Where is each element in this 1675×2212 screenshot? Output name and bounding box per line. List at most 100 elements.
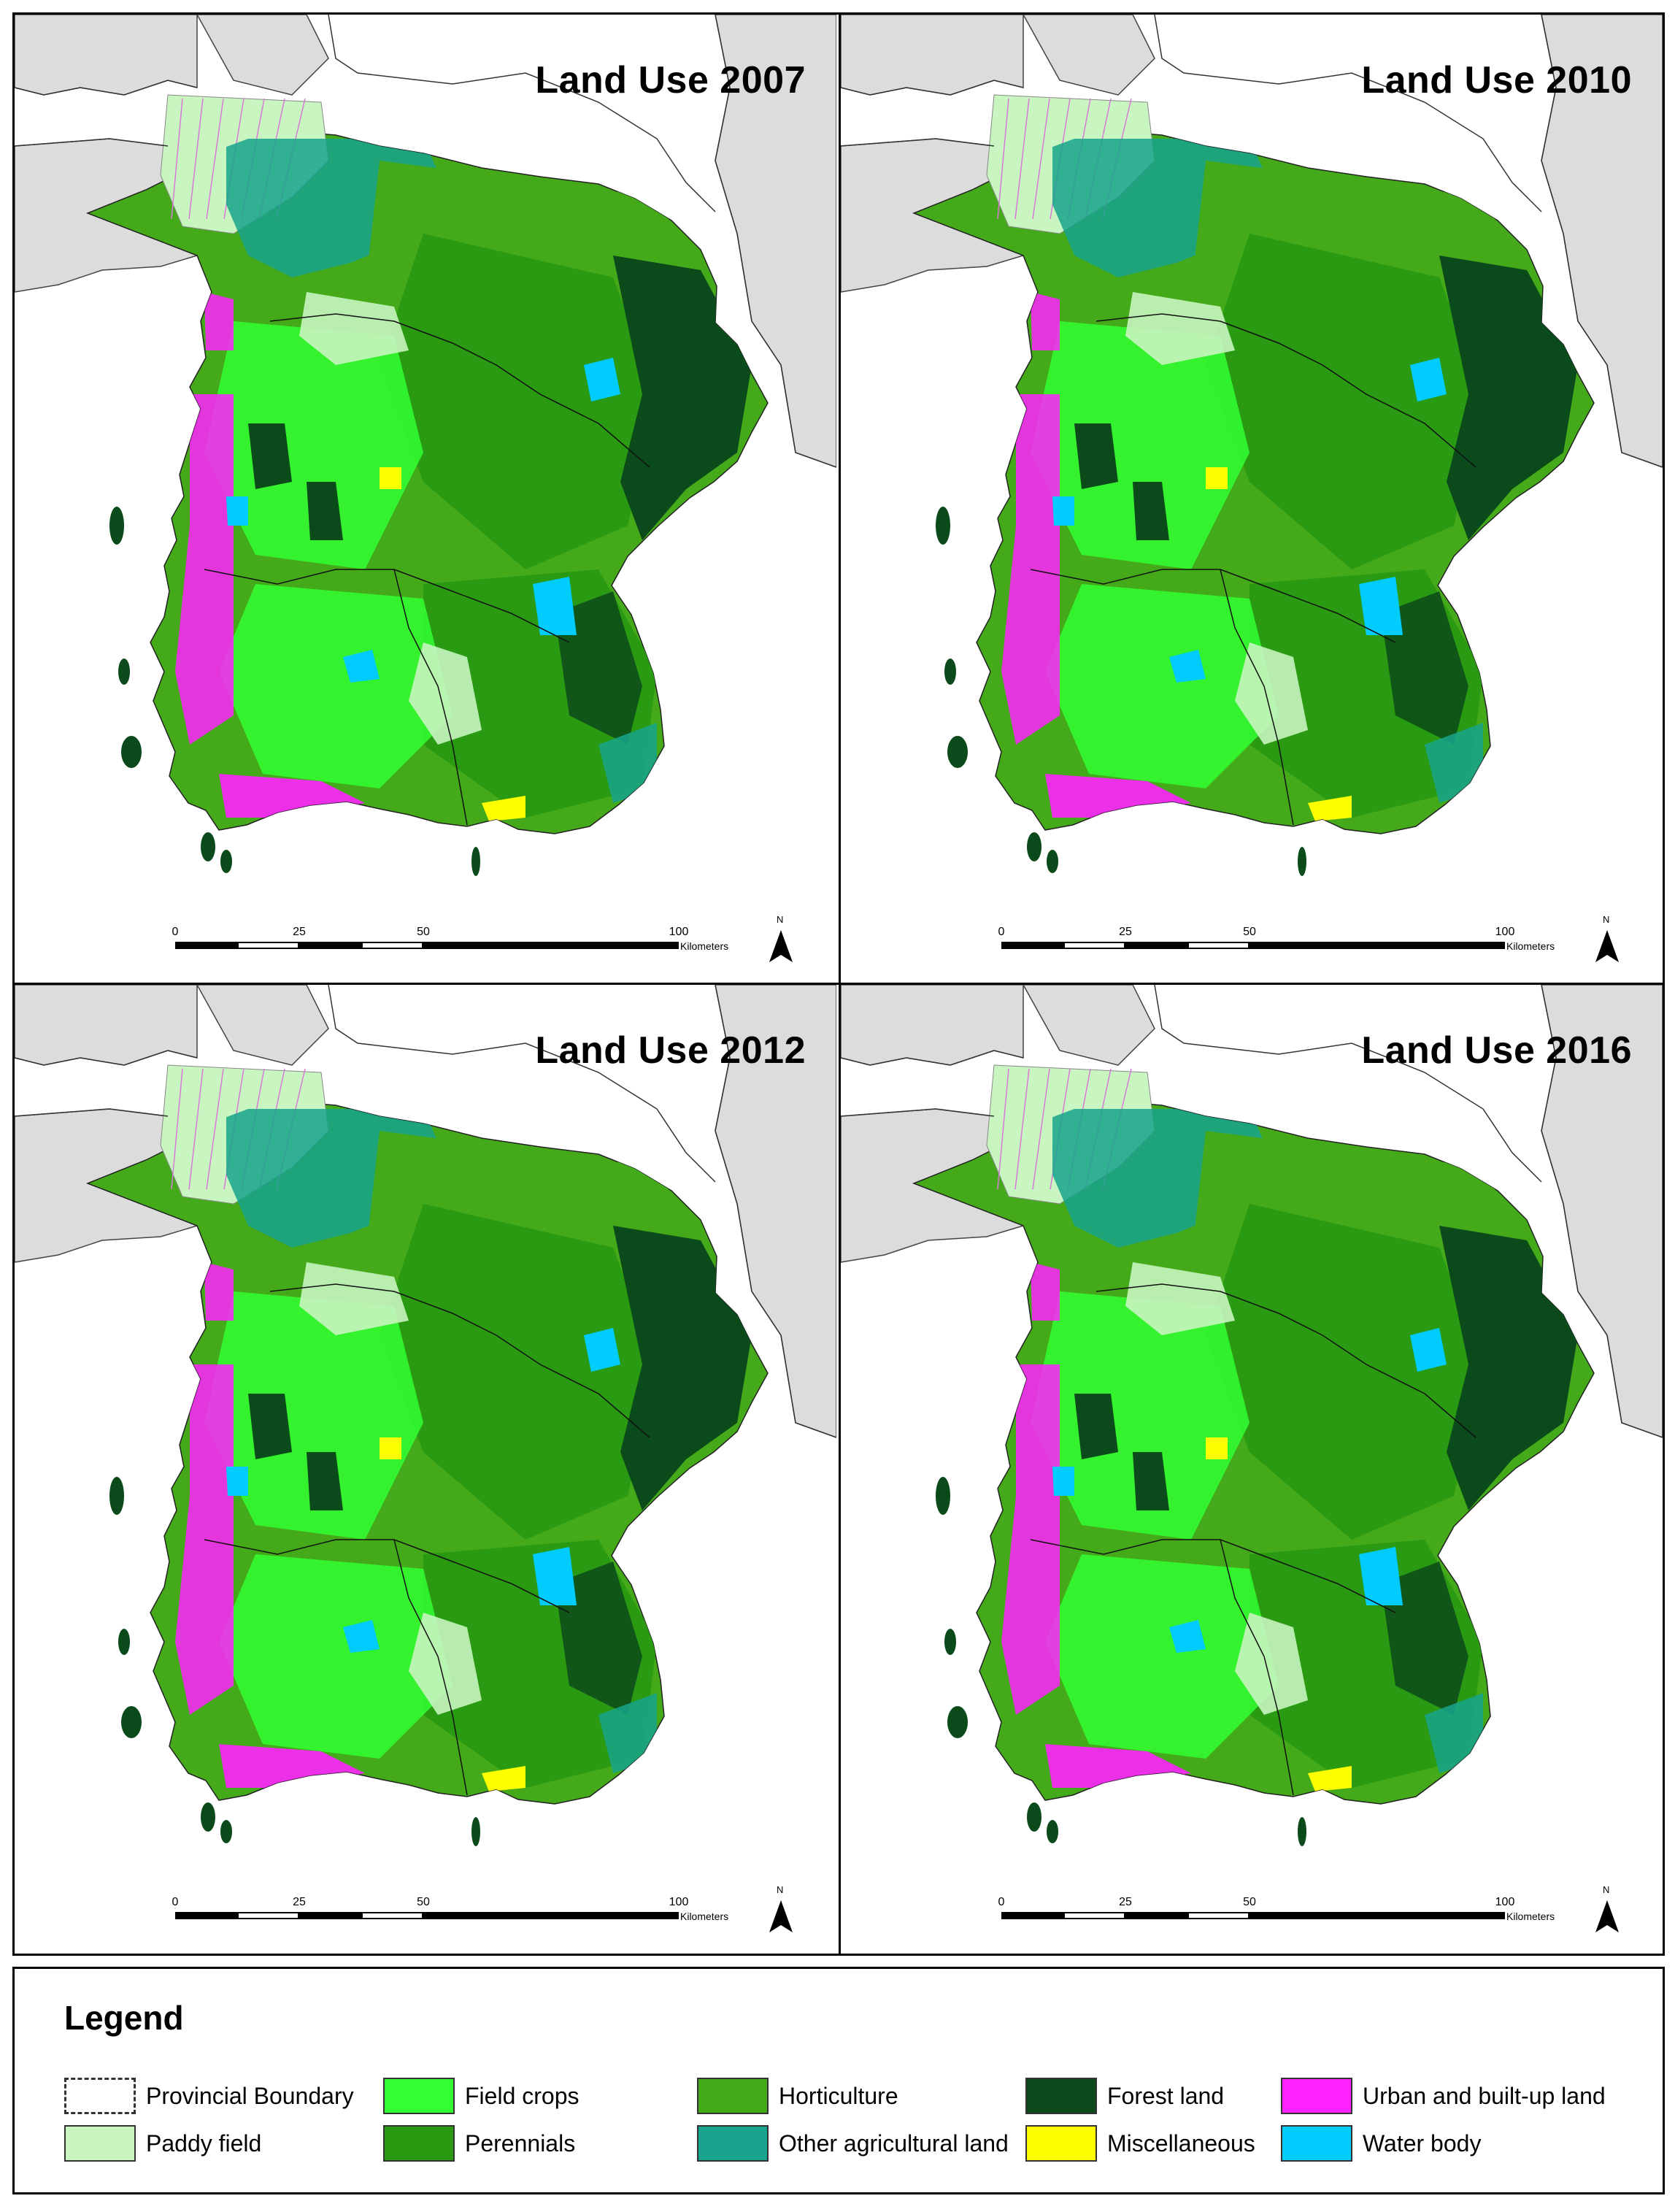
map-panel-3: Land Use 2012 0 25 50 100 Kilometers N [15, 985, 836, 1951]
scale-segment [1249, 1912, 1505, 1919]
boundary-line [715, 985, 836, 1438]
scale-segment [175, 942, 237, 949]
land-use-patch [1125, 1262, 1235, 1335]
land-use-patch [1235, 1613, 1308, 1715]
land-use-patch [409, 1613, 482, 1715]
scale-bar: 0 25 50 100 Kilometers [172, 926, 729, 962]
scale-segment [1063, 1912, 1125, 1919]
island [947, 736, 968, 768]
north-arrow-icon: N [1593, 914, 1622, 965]
land-use-patch [1031, 321, 1249, 569]
scale-tick-label: 0 [172, 1896, 179, 1908]
north-label: N [1603, 914, 1610, 925]
land-use-patch [380, 467, 401, 489]
legend-swatch [383, 2125, 455, 2162]
legend-swatch [1281, 2125, 1352, 2162]
island [118, 1629, 130, 1655]
scale-segment [1063, 942, 1125, 949]
scale-segment [1125, 1912, 1187, 1919]
land-use-map [175, 1109, 752, 1792]
land-use-patch [1031, 1291, 1249, 1540]
island [1047, 850, 1058, 873]
legend-item: Perennials [383, 2122, 575, 2165]
map-canvas [15, 15, 836, 980]
scale-tick-label: 50 [1243, 926, 1256, 938]
land-use-patch [380, 1204, 657, 1540]
land-use-patch [1206, 1437, 1228, 1459]
north-arrow-icon: N [766, 914, 796, 965]
land-use-patch [204, 321, 423, 569]
scale-unit-label: Kilometers [680, 940, 729, 952]
scale-bar: 0 25 50 100 Kilometers [998, 926, 1555, 962]
island [201, 1802, 215, 1832]
legend-swatch [383, 2078, 455, 2114]
land-use-patch [343, 1620, 380, 1653]
land-use-patch [1052, 496, 1074, 526]
canal-line [171, 98, 183, 220]
legend-item: Urban and built-up land [1281, 2075, 1606, 2117]
legend-swatch [697, 2125, 769, 2162]
land-use-patch [1125, 292, 1235, 365]
land-use-patch [598, 1693, 657, 1773]
legend-item: Provincial Boundary [64, 2075, 354, 2117]
legend-item: Horticulture [697, 2075, 898, 2117]
canal-line [206, 98, 224, 220]
scale-unit-label: Kilometers [1506, 940, 1555, 952]
land-use-patch [1308, 796, 1352, 821]
land-use-patch [226, 1467, 248, 1496]
neighbor-province [196, 15, 329, 96]
land-use-patch [1052, 1467, 1074, 1496]
legend-label: Provincial Boundary [146, 2082, 354, 2109]
legend-title: Legend [64, 1999, 184, 2037]
land-use-patch [1045, 584, 1279, 788]
island [944, 658, 956, 685]
scale-bar: 0 25 50 100 Kilometers [998, 1896, 1555, 1932]
scale-segment [361, 942, 423, 949]
island [1298, 847, 1306, 876]
boundary-line [841, 1108, 995, 1117]
land-use-patch [584, 358, 620, 402]
land-use-patch [613, 256, 752, 540]
canal-line [188, 98, 204, 220]
map-panel-1: Land Use 2007 0 25 50 100 Kilometers N [15, 15, 836, 980]
land-use-patch [380, 234, 657, 569]
land-use-patch [409, 642, 482, 745]
scale-tick-label: 25 [1119, 926, 1132, 938]
panel-title: Land Use 2007 [535, 59, 806, 101]
legend-swatch [1025, 2078, 1097, 2114]
land-use-patch [1359, 1547, 1403, 1605]
boundary-line [1154, 985, 1542, 1183]
land-use-patch [380, 1437, 401, 1459]
canal-line [1032, 98, 1050, 220]
district-boundary [269, 1283, 650, 1438]
scale-segment [299, 942, 361, 949]
island [109, 1477, 124, 1515]
legend-label: Miscellaneous [1107, 2130, 1255, 2157]
legend-swatch [64, 2078, 136, 2114]
legend-swatch [1025, 2125, 1097, 2162]
scale-bar: 0 25 50 100 Kilometers [172, 1896, 729, 1932]
land-use-patch [1381, 1562, 1468, 1715]
island [471, 847, 480, 876]
land-use-patch [1439, 256, 1578, 540]
legend-label: Field crops [465, 2082, 579, 2109]
scale-segment [175, 1912, 237, 1919]
island [220, 1820, 232, 1843]
land-use-patch [1206, 467, 1228, 489]
land-use-patch [1031, 292, 1060, 350]
district-boundary [269, 313, 650, 468]
scale-unit-label: Kilometers [1506, 1910, 1555, 1922]
panel-title: Land Use 2012 [535, 1029, 806, 1072]
district-boundary [393, 569, 468, 826]
land-use-patch [482, 796, 525, 821]
district-boundary [1220, 569, 1294, 826]
land-use-patch [1439, 1226, 1578, 1510]
land-use-patch [299, 292, 409, 365]
land-use-patch [307, 482, 343, 540]
scale-tick-label: 100 [669, 926, 689, 938]
island [109, 507, 124, 545]
scale-tick-label: 25 [293, 1896, 306, 1908]
land-use-patch [533, 577, 577, 635]
land-use-patch [248, 423, 292, 489]
district-boundary [1096, 313, 1476, 468]
